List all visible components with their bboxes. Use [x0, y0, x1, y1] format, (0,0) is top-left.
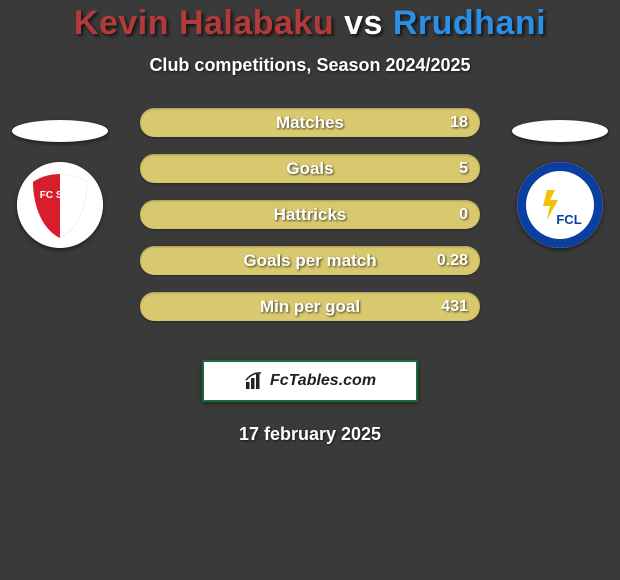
jersey-right-icon [510, 116, 610, 146]
footer-site: FcTables.com [270, 372, 376, 390]
stat-value-right: 18 [450, 114, 468, 132]
club-left-logo-icon: FC SION [17, 162, 103, 248]
stat-label: Goals [286, 159, 333, 179]
club-badge-right: FCL [517, 162, 603, 248]
right-player-column: FCL [510, 116, 610, 248]
bars-icon [244, 370, 266, 392]
left-player-column: FC SION [10, 116, 110, 248]
club-badge-left: FC SION [17, 162, 103, 248]
stat-value-right: 431 [441, 298, 468, 316]
stat-label: Hattricks [274, 205, 347, 225]
stat-label: Matches [276, 113, 344, 133]
stat-row: Goals per match 0.28 [140, 246, 480, 275]
stat-label: Goals per match [243, 251, 376, 271]
stats-area: FC SION FCL Matches 18 Goals 5 Hattricks 0 Goa… [0, 116, 620, 336]
jersey-left-icon [10, 116, 110, 146]
stat-label: Min per goal [260, 297, 360, 317]
player2-name: Rrudhani [393, 4, 546, 42]
footer-attribution: FcTables.com [202, 360, 418, 402]
stat-row: Hattricks 0 [140, 200, 480, 229]
stat-value-right: 5 [459, 160, 468, 178]
subtitle: Club competitions, Season 2024/2025 [0, 55, 620, 76]
stat-row: Min per goal 431 [140, 292, 480, 321]
stat-value-right: 0 [459, 206, 468, 224]
vs-text: vs [344, 4, 383, 42]
svg-text:FC SION: FC SION [40, 190, 81, 201]
svg-text:FCL: FCL [556, 212, 581, 227]
stat-row: Goals 5 [140, 154, 480, 183]
date-line: 17 february 2025 [0, 424, 620, 445]
stat-row: Matches 18 [140, 108, 480, 137]
club-right-logo-icon: FCL [517, 162, 603, 248]
player1-name: Kevin Halabaku [74, 4, 334, 42]
stat-rows: Matches 18 Goals 5 Hattricks 0 Goals per match… [140, 108, 480, 321]
page-title: Kevin Halabaku vs Rrudhani [0, 4, 620, 43]
stat-value-right: 0.28 [437, 252, 468, 270]
comparison-card: Kevin Halabaku vs Rrudhani Club competit… [0, 0, 620, 580]
